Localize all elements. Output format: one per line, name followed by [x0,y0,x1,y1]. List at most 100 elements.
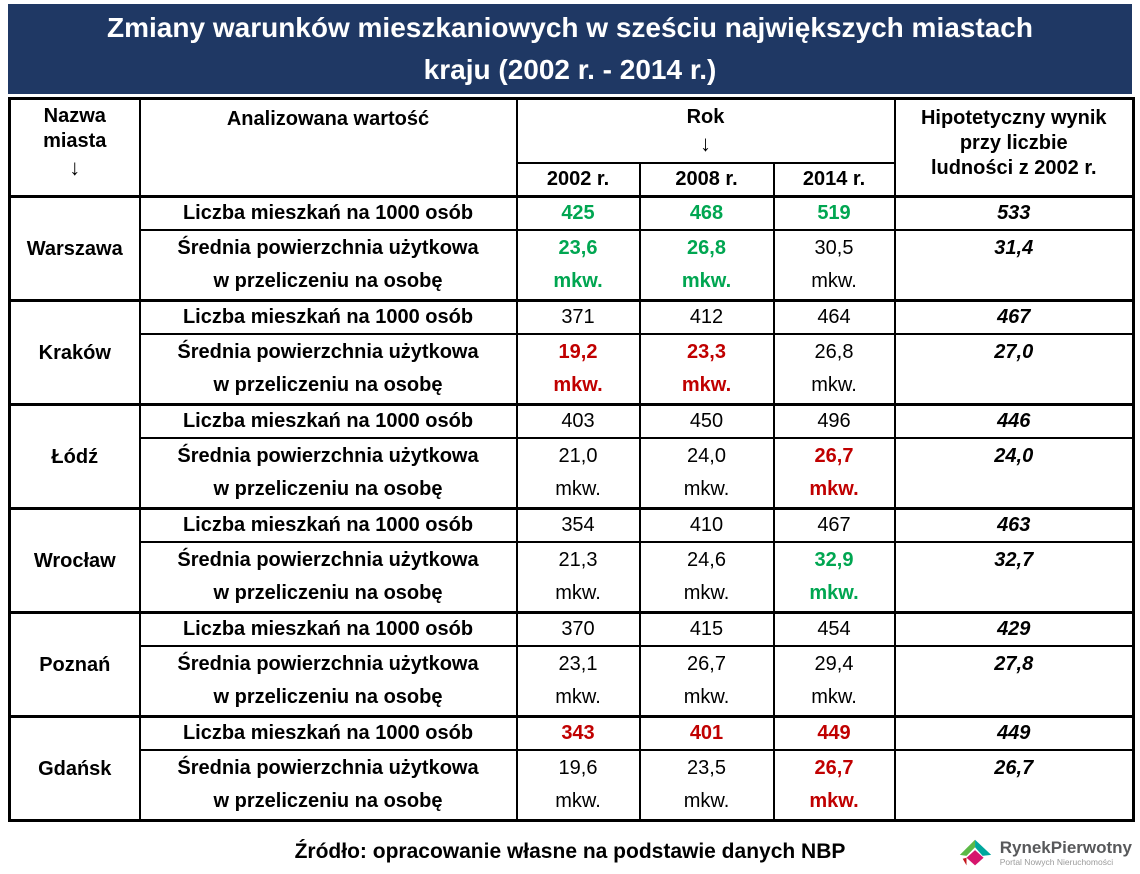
value-cell-2014: 26,8 mkw. [772,333,896,406]
label-line: w przeliczeniu na osobę [213,686,443,708]
label-line: Średnia powierzchnia użytkowa [177,757,479,779]
label-line: Średnia powierzchnia użytkowa [177,653,479,675]
value: 32,9 [814,549,854,571]
value-cell-2014: 30,5 mkw. [772,229,896,302]
row-label-area: Średnia powierzchnia użytkowa w przelicz… [138,229,518,302]
row-label-area: Średnia powierzchnia użytkowa w przelicz… [138,333,518,406]
header-text: ludności z 2002 r. [930,157,1097,179]
table-row: Warszawa Liczba mieszkań na 1000 osób 42… [8,195,1135,302]
label-line: w przeliczeniu na osobę [213,270,443,292]
value: 24,0 [687,445,726,467]
unit: mkw. [683,478,730,500]
row-label-dwellings: Liczba mieszkań na 1000 osób [138,195,518,231]
unit: mkw. [553,270,603,292]
value-cell-2002: 425 [515,195,641,231]
value-cell-2008: 23,3 mkw. [638,333,775,406]
logo-text: RynekPierwotny Portal Nowych Nieruchomoś… [1000,838,1132,868]
value-cell-2014: 464 [772,299,896,335]
hypothetical-value: 533 [893,195,1135,231]
value-cell-2014: 467 [772,507,896,543]
table-row: Łódź Liczba mieszkań na 1000 osób 403 45… [8,403,1135,510]
unit: mkw. [809,478,859,500]
label-line: Średnia powierzchnia użytkowa [177,549,479,571]
header-text: przy liczbie [959,132,1068,154]
logo-name: RynekPierwotny [999,838,1132,857]
value-cell-2014: 29,4 mkw. [772,645,896,718]
logo-subtitle: Portal Nowych Nieruchomości [999,857,1114,867]
value: 467 [817,514,851,536]
value-cell-2014: 496 [772,403,896,439]
value: 370 [561,618,595,640]
value: 468 [689,202,724,224]
value-cell-2002: 21,3 mkw. [515,541,641,614]
value: 30,5 [814,237,854,259]
value-cell-2008: 401 [638,715,775,751]
city-name: Łódź [8,403,141,510]
down-arrow-icon: ↓ [69,155,81,180]
value: 21,3 [558,549,598,571]
header-text: Rok [686,106,725,128]
value: 425 [561,202,595,224]
value: 23,6 [558,237,598,259]
label-line: Średnia powierzchnia użytkowa [177,237,479,259]
value: 450 [689,410,724,432]
unit: mkw. [811,374,857,396]
unit: mkw. [555,686,601,708]
city-name: Kraków [8,299,141,406]
unit: mkw. [811,686,857,708]
value-cell-2008: 26,7 mkw. [638,645,775,718]
unit: mkw. [809,790,859,812]
row-label-area: Średnia powierzchnia użytkowa w przelicz… [138,437,518,510]
value: 371 [561,306,595,328]
value-cell-2014: 449 [772,715,896,751]
value-cell-2014: 454 [772,611,896,647]
column-header-city: Nazwa miasta ↓ [8,97,141,198]
value-cell-2002: 23,1 mkw. [515,645,641,718]
hypothetical-value: 24,0 [893,437,1135,510]
row-label-dwellings: Liczba mieszkań na 1000 osób [138,715,518,751]
label-line: w przeliczeniu na osobę [213,582,443,604]
row-label-dwellings: Liczba mieszkań na 1000 osób [138,299,518,335]
value: 449 [817,722,851,744]
value-cell-2008: 468 [638,195,775,231]
label-line: Średnia powierzchnia użytkowa [177,341,479,363]
value: 23,5 [687,757,726,779]
hypothetical-value: 27,0 [893,333,1135,406]
value-cell-2002: 21,0 mkw. [515,437,641,510]
header-text: miasta [43,130,107,152]
row-label-dwellings: Liczba mieszkań na 1000 osób [138,611,518,647]
row-label-area: Średnia powierzchnia użytkowa w przelicz… [138,541,518,614]
footer: Źródło: opracowanie własne na podstawie … [8,830,1132,874]
value-cell-2014: 32,9 mkw. [772,541,896,614]
value: 26,8 [687,237,726,259]
house-logo-icon [959,839,991,866]
row-label-dwellings: Liczba mieszkań na 1000 osób [138,507,518,543]
city-name: Poznań [8,611,141,718]
unit: mkw. [555,790,601,812]
value-cell-2002: 19,2 mkw. [515,333,641,406]
value: 21,0 [558,445,598,467]
unit: mkw. [683,790,730,812]
column-header-year-group: Rok ↓ [515,97,896,164]
table-row: Wrocław Liczba mieszkań na 1000 osób 354… [8,507,1135,614]
value-cell-2002: 403 [515,403,641,439]
row-label-area: Średnia powierzchnia użytkowa w przelicz… [138,645,518,718]
value: 23,1 [558,653,598,675]
rynekpierwotny-logo: RynekPierwotny Portal Nowych Nieruchomoś… [957,834,1132,872]
hypothetical-value: 463 [893,507,1135,543]
value-cell-2002: 371 [515,299,641,335]
hypothetical-value: 31,4 [893,229,1135,302]
value-cell-2008: 24,6 mkw. [638,541,775,614]
unit: mkw. [553,374,603,396]
value-cell-2002: 354 [515,507,641,543]
value: 496 [817,410,851,432]
title-line-2: kraju (2002 r. - 2014 r.) [423,54,717,85]
table-row: Średnia powierzchnia użytkowa w przelicz… [10,749,1135,822]
unit: mkw. [555,478,601,500]
value: 29,4 [814,653,854,675]
value-cell-2014: 26,7 mkw. [772,437,896,510]
housing-data-table: Nazwa miasta ↓ Analizowana wartość Rok ↓… [8,97,1135,822]
column-header-hypothetical: Hipotetyczny wynik przy liczbie ludności… [893,97,1135,198]
row-label-dwellings: Liczba mieszkań na 1000 osób [138,403,518,439]
unit: mkw. [683,686,730,708]
